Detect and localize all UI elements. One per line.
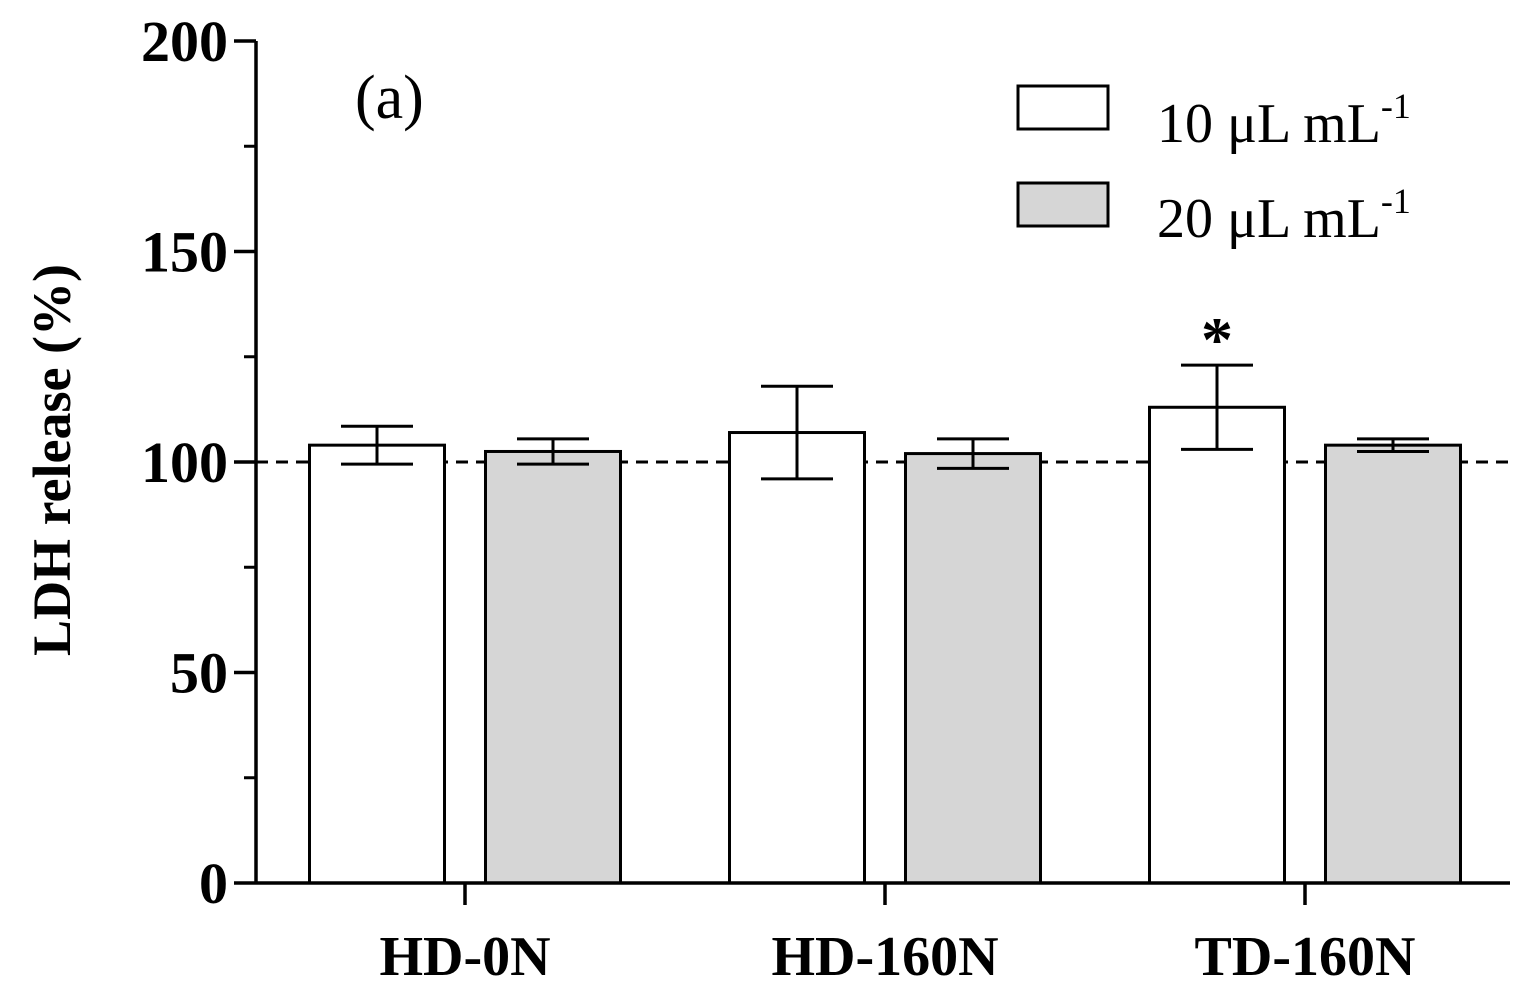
legend-label-series-1: 10 μL mL-1 bbox=[1157, 86, 1411, 155]
legend-label-series-2: 20 μL mL-1 bbox=[1157, 181, 1411, 250]
bar-td-160n-series-2 bbox=[1324, 443, 1462, 885]
y-tick-label: 0 bbox=[199, 851, 228, 916]
y-tick-label: 100 bbox=[141, 430, 228, 495]
bar-hd-0n-series-2 bbox=[484, 449, 622, 885]
x-category-label-hd-160n: HD-160N bbox=[771, 926, 998, 988]
bar-hd-0n-series-1 bbox=[308, 443, 446, 885]
y-tick-label: 150 bbox=[141, 220, 228, 285]
y-tick-label: 200 bbox=[141, 9, 228, 74]
legend-swatch-series-1 bbox=[1016, 84, 1110, 131]
significance-marker: * bbox=[1201, 304, 1233, 375]
bar-td-160n-series-1 bbox=[1148, 405, 1286, 885]
legend: 10 μL mL-1 20 μL mL-1 bbox=[1016, 84, 1411, 250]
bar-hd-160n-series-2 bbox=[904, 452, 1042, 885]
panel-label: (a) bbox=[355, 64, 424, 132]
bar-hd-160n-series-1 bbox=[728, 431, 866, 885]
x-category-label-hd-0n: HD-0N bbox=[379, 926, 550, 988]
y-axis-title: LDH release (%) bbox=[22, 264, 82, 656]
x-category-label-td-160n: TD-160N bbox=[1195, 926, 1416, 988]
legend-swatch-series-2 bbox=[1016, 181, 1110, 228]
y-tick-label: 50 bbox=[170, 641, 228, 706]
plot-area: * 0 50 100 150 200 HD-0N HD-160N TD-160N bbox=[141, 9, 1510, 988]
